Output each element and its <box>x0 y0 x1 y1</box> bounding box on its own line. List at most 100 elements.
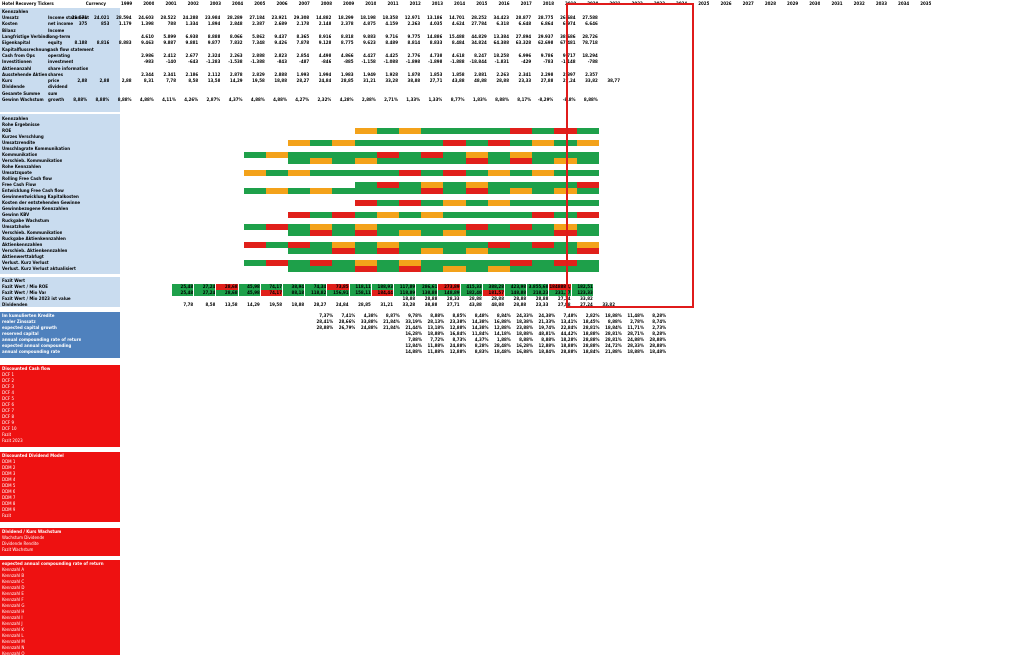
income-cell <box>510 84 531 90</box>
metric-cell <box>465 188 488 194</box>
income-row: Kapitalflussrechnung cash flow statement <box>0 47 1016 53</box>
metric-cell <box>288 140 311 146</box>
metric-cell <box>421 230 444 236</box>
income-cell: 28.289 <box>227 15 243 20</box>
metric-cell <box>332 152 355 158</box>
year-header: 2030 <box>809 1 821 6</box>
income-cell: 7.832 <box>229 40 243 45</box>
forecast-cell: 28,33% <box>627 343 644 348</box>
income-row: Gesamte Summe sum <box>0 91 1016 97</box>
income-cell: 6.974 <box>562 21 576 26</box>
forecast-row: expected annual compounding 12,84% 11,88% 2… <box>0 343 1016 349</box>
metric-cell <box>576 242 599 248</box>
metric-row-label: Entwicklung Free Cash flow <box>2 188 64 193</box>
metric-cell <box>243 224 266 230</box>
income-cell: -1.388 <box>250 59 265 64</box>
income-cell: 4.159 <box>385 21 398 26</box>
income-cell: 24.603 <box>138 15 154 20</box>
metric-cell <box>554 182 577 188</box>
metric-row: Umschlagrate Kommunikation <box>0 146 1016 152</box>
metric-cell <box>510 200 533 206</box>
forecast-cell: 11,71% <box>627 325 644 330</box>
income-cell: -1.538 <box>228 59 243 64</box>
metric-row: Aktienkennzahlen <box>0 242 1016 248</box>
metric-cell <box>376 140 399 146</box>
income-cell: 33,82 <box>585 78 598 83</box>
income-cell: 18,88 <box>274 78 287 83</box>
metric-cell <box>532 200 555 206</box>
metric-cell <box>465 248 488 254</box>
income-cell: 13.186 <box>426 15 443 20</box>
income-row-label: Kennzahlen <box>2 9 29 14</box>
income-cell: 2.298 <box>540 72 554 77</box>
income-row-note: Income statement <box>48 15 89 20</box>
income-cell: 43,88 <box>451 78 465 83</box>
metric-cell <box>288 242 311 248</box>
kpi-cell: 28,88 <box>513 302 527 307</box>
income-cell: 8,88% <box>95 97 110 102</box>
income-cell: 9.128 <box>318 40 332 45</box>
income-cell <box>421 84 442 90</box>
metric-row-label: Kurzes Verschlung <box>2 134 44 139</box>
forecast-cell: 14,38% <box>471 319 489 324</box>
metric-cell <box>332 242 355 248</box>
income-row: Gewinn Wachstum growth 8,88% 8,88% 8,88% 4,88… <box>0 97 1016 103</box>
metric-cell <box>421 248 444 254</box>
metric-cell <box>487 224 510 230</box>
income-cell <box>310 84 331 90</box>
kpi-cell: 38,88 <box>424 302 438 307</box>
income-row-note: operating <box>48 53 70 58</box>
income-cell: 1,33% <box>406 97 421 102</box>
income-row: Kurs price 2,88 2,88 2,88 8,31 7,78 8,58 13,58 14… <box>0 78 1016 84</box>
metric-row: Gewinnentwicklung Kapitalkosten <box>0 194 1016 200</box>
metric-cell <box>310 140 333 146</box>
year-header: 2035 <box>920 1 932 6</box>
kpi-cell: 25,48 <box>172 290 194 296</box>
income-cell: 6.318 <box>496 21 509 26</box>
year-header: 2015 <box>476 1 488 6</box>
income-cell: -885 <box>343 59 354 64</box>
kpi-cell: 28,88 <box>535 296 549 301</box>
forecast-cell: 23,38% <box>449 319 467 324</box>
metric-cell <box>332 158 355 164</box>
metric-row-label: Aktienwerttabfugt <box>2 254 44 259</box>
metric-cell <box>354 128 377 134</box>
metric-cell <box>443 230 466 236</box>
metric-cell <box>443 152 466 158</box>
metric-cell <box>288 212 311 218</box>
metric-row-label: ROE <box>2 128 12 133</box>
kpi-cell: 3.855,68 <box>527 284 549 290</box>
red-section-row: Fazit Wachstum <box>2 547 34 552</box>
income-row-note: share information <box>48 66 89 71</box>
kpi-row-label: Fazit Wert / Mio Var <box>2 290 47 295</box>
income-cell <box>110 59 131 65</box>
income-row-label: Dividende <box>2 84 25 89</box>
metric-cell <box>443 200 466 206</box>
income-cell: 7,78 <box>166 78 176 83</box>
kpi-cell: 286,61 <box>416 284 438 290</box>
metric-cell <box>421 170 444 176</box>
forecast-cell: 16,84% <box>449 331 467 336</box>
metric-row-label: Kommunikation <box>2 152 38 157</box>
metric-cell <box>554 170 577 176</box>
forecast-row-label: expected annual compounding <box>2 343 72 348</box>
income-cell: 28.522 <box>160 15 176 20</box>
income-row-label: Umsatz <box>2 15 19 20</box>
income-cell: 4,26% <box>184 97 199 102</box>
red-section-row: DCF 8 <box>2 414 14 419</box>
income-row-label: Gesamte Summe <box>2 91 41 96</box>
metric-cell <box>554 212 577 218</box>
year-header: 2008 <box>320 1 332 6</box>
income-cell: 2.263 <box>407 21 421 26</box>
metric-cell <box>376 152 399 158</box>
income-cell: -8,29% <box>537 97 554 102</box>
income-cell: 21.571 <box>71 15 88 20</box>
income-cell: -140 <box>165 59 176 64</box>
metric-cell <box>332 170 355 176</box>
metric-row-label: Verschieb. Kommunikation <box>2 158 63 163</box>
income-cell: -1.283 <box>206 59 221 64</box>
forecast-row-label: expected capital growth <box>2 325 57 330</box>
metric-cell <box>487 260 510 266</box>
metric-row-label: Verschieb. Aktienkennzahlen <box>2 248 68 253</box>
red-section-row: Kennzahl J <box>2 621 23 626</box>
